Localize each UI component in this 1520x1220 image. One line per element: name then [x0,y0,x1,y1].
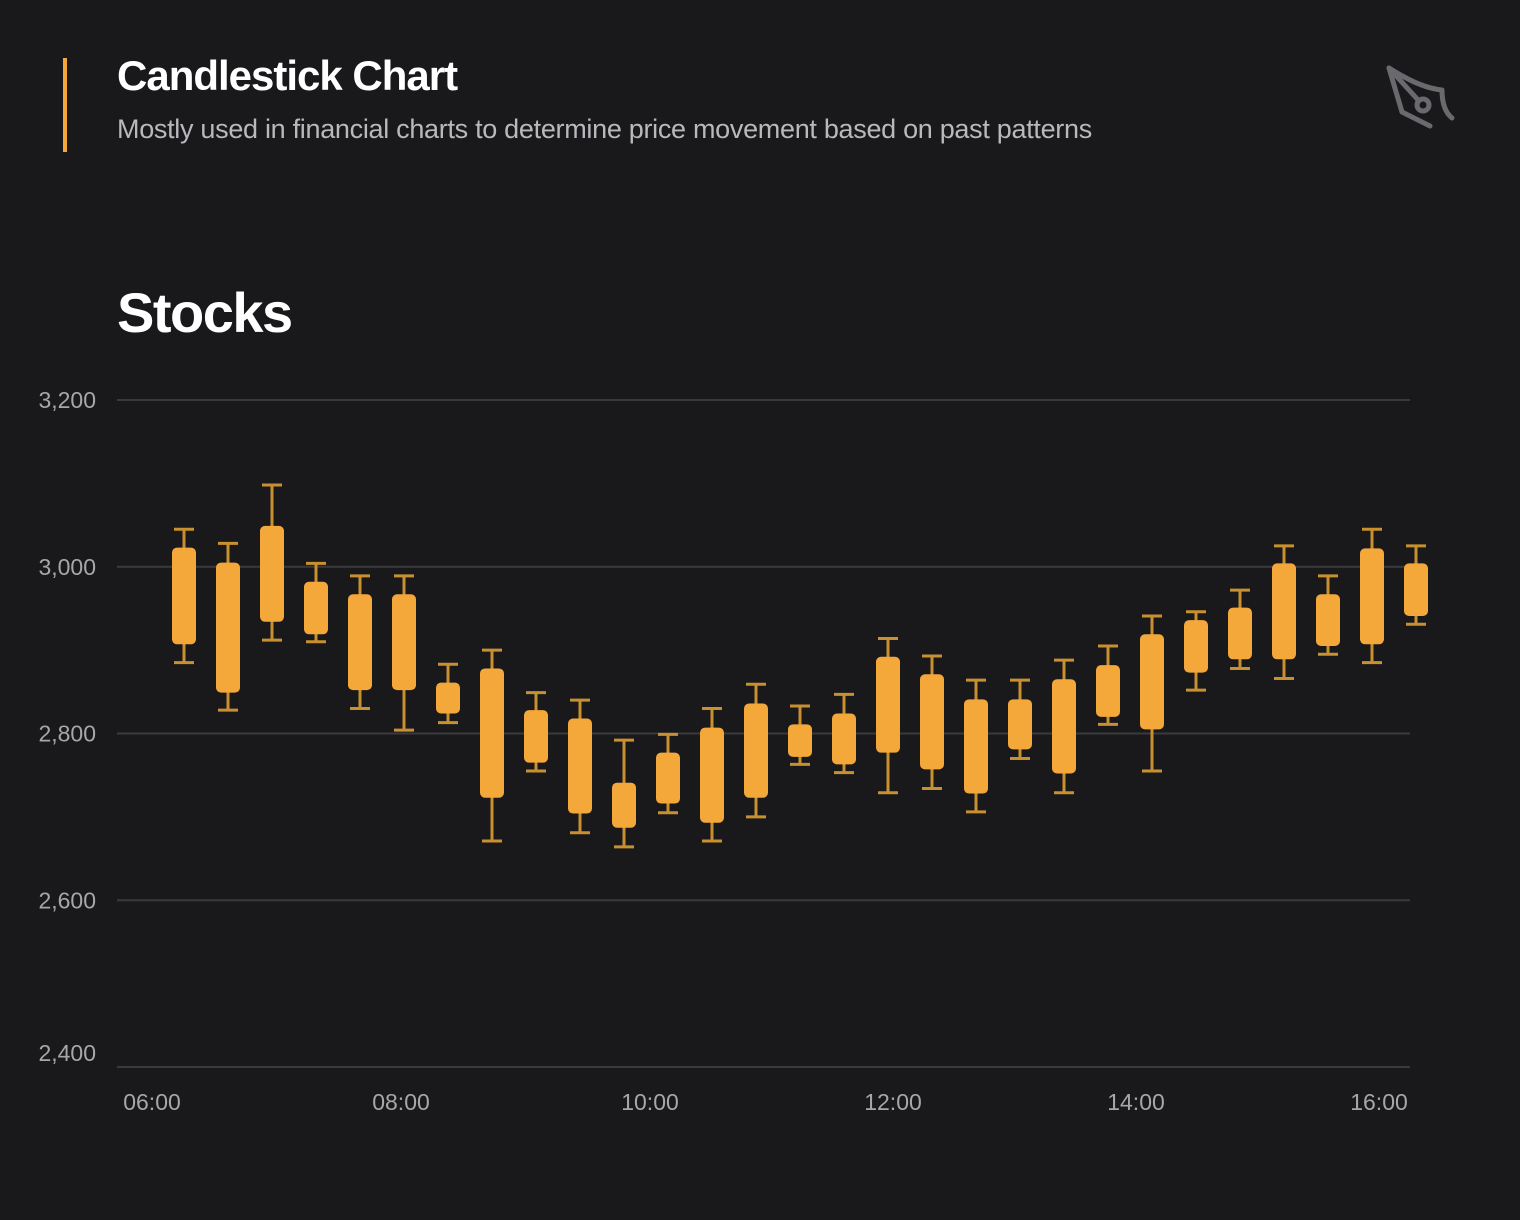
candle [788,704,812,766]
x-tick-label: 06:00 [123,1089,181,1115]
candle-body [1272,563,1296,660]
candle [436,662,460,725]
candle [700,706,724,843]
candle-body [436,682,460,714]
candle [832,692,856,775]
y-tick-label: 3,200 [38,387,96,413]
y-tick-label: 2,400 [38,1040,96,1066]
candle [1228,588,1252,670]
candle [1404,544,1428,626]
page-subtitle: Mostly used in financial charts to deter… [117,114,1092,144]
candle-body [1316,594,1340,646]
candle [964,678,988,814]
candle [172,527,196,665]
candle-body [920,674,944,770]
candle [876,636,900,795]
candle [216,541,240,712]
candle-body [1184,620,1208,673]
candle-body [524,710,548,763]
candle [1008,678,1032,761]
candle-body [1140,634,1164,730]
x-tick-label: 08:00 [372,1089,430,1115]
candle [1272,544,1296,680]
candle-body [392,594,416,691]
candle [568,698,592,835]
candle-body [260,525,284,622]
candle [1360,527,1384,665]
y-axis-ticks: 3,200 3,000 2,800 2,600 2,400 [38,387,96,1066]
candle-body [216,562,240,693]
candle [480,648,504,843]
candle [1140,614,1164,773]
candle [612,738,636,849]
x-tick-label: 14:00 [1107,1089,1165,1115]
candle [920,654,944,791]
y-tick-label: 2,800 [38,721,96,747]
candle-body [876,656,900,753]
candles [172,483,1428,849]
y-tick-label: 2,600 [38,887,96,913]
candle [656,732,680,815]
candle-body [348,594,372,691]
candle [1184,610,1208,692]
x-tick-label: 16:00 [1350,1089,1408,1115]
candle-body [1360,548,1384,645]
candle [304,561,328,644]
page-title: Candlestick Chart [117,52,458,99]
candle-body [964,699,988,794]
candle-body [832,713,856,765]
x-tick-label: 12:00 [864,1089,922,1115]
candle-body [480,668,504,798]
candle-body [172,547,196,645]
chart-title: Stocks [117,281,293,344]
pen-tool-icon [1386,65,1455,129]
candle-body [1052,679,1076,774]
candle-body [304,581,328,635]
candle-body [700,727,724,823]
candle [744,682,768,819]
candle [392,574,416,732]
candle-body [1228,607,1252,660]
candle-body [1008,699,1032,750]
candle [1316,574,1340,656]
x-tick-label: 10:00 [621,1089,679,1115]
y-tick-label: 3,000 [38,554,96,580]
candle-body [1404,563,1428,616]
x-axis-ticks: 06:00 08:00 10:00 12:00 14:00 16:00 [123,1089,1408,1115]
candle [524,691,548,773]
candle-body [568,718,592,814]
candle [1096,644,1120,726]
candle [1052,658,1076,795]
candle-body [656,752,680,804]
header-accent-bar [63,58,67,152]
candle [348,574,372,710]
candle-body [744,703,768,798]
candle-body [1096,665,1120,717]
candle-body [612,782,636,828]
candle-body [788,724,812,757]
candle [260,483,284,642]
